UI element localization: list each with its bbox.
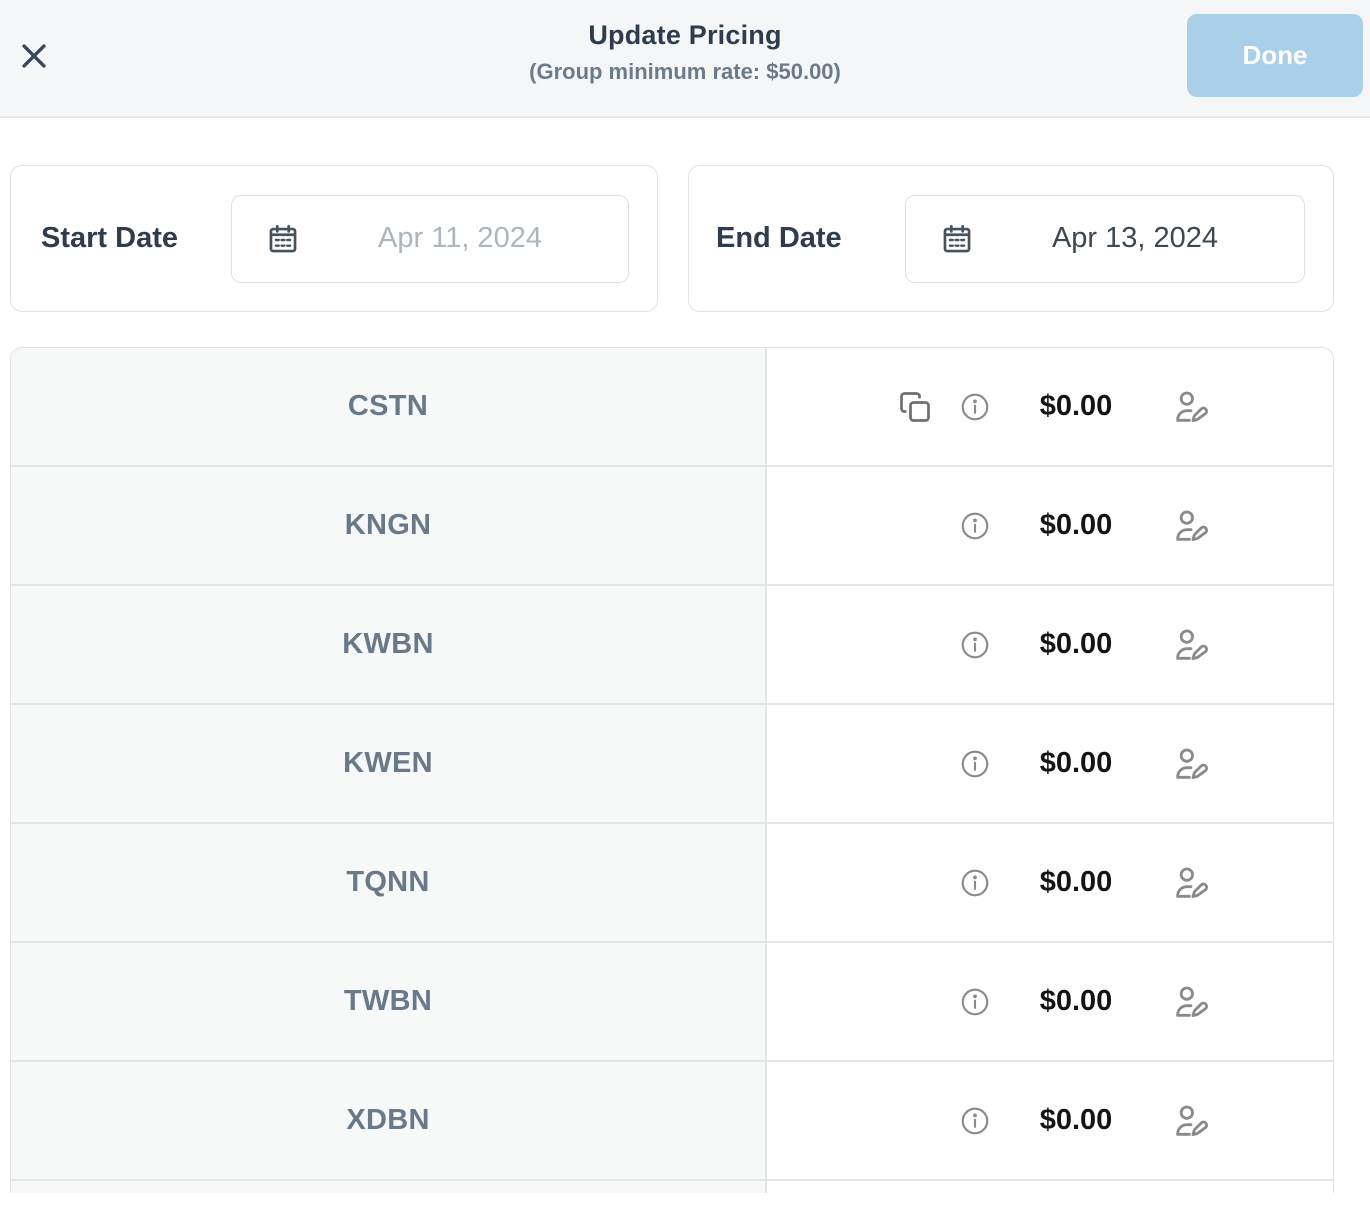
info-icon[interactable] [959,391,991,423]
person-edit-icon[interactable] [1171,744,1211,784]
price-value[interactable]: $0.00 [1039,866,1113,898]
row-actions: $0.00 [767,943,1333,1060]
calendar-icon [940,222,974,256]
start-date-input[interactable]: Apr 11, 2024 [231,194,629,283]
end-date-card: End Date Apr 13, 2024 [688,165,1334,312]
person-edit-icon[interactable] [1171,863,1211,903]
row-actions: $0.00 [767,1062,1333,1179]
copy-slot-empty [897,1103,933,1139]
price-value[interactable]: $0.00 [1039,390,1113,422]
room-code: XDBN [11,1062,767,1179]
person-edit-icon[interactable] [1171,625,1211,665]
room-code: TWBN [11,943,767,1060]
start-date-card: Start Date Apr 11, 2024 [10,165,658,312]
price-value[interactable]: $0.00 [1039,747,1113,779]
info-icon[interactable] [959,510,991,542]
table-row: KWEN $0.00 [11,705,1333,824]
person-edit-icon[interactable] [1171,506,1211,546]
copy-slot-empty [897,508,933,544]
table-row-partial [11,1181,1333,1193]
person-edit-icon[interactable] [1171,982,1211,1022]
person-edit-icon[interactable] [1171,387,1211,427]
close-icon [17,39,51,73]
row-actions: $0.00 [767,586,1333,703]
table-row: TQNN $0.00 [11,824,1333,943]
price-value[interactable]: $0.00 [1039,628,1113,660]
modal-header: Update Pricing (Group minimum rate: $50.… [0,0,1370,118]
row-actions: $0.00 [767,467,1333,584]
info-icon[interactable] [959,1105,991,1137]
start-date-label: Start Date [41,222,178,254]
copy-icon[interactable] [897,389,933,425]
room-code: CSTN [11,348,767,465]
page-title: Update Pricing [588,20,782,50]
start-date-value: Apr 11, 2024 [378,222,542,254]
copy-slot-empty [897,865,933,901]
row-actions: $0.00 [767,348,1333,465]
end-date-value: Apr 13, 2024 [1051,222,1219,254]
room-code: KWEN [11,705,767,822]
end-date-input[interactable]: Apr 13, 2024 [905,194,1305,283]
room-code: KNGN [11,467,767,584]
info-icon[interactable] [959,748,991,780]
table-row: KNGN $0.00 [11,467,1333,586]
calendar-icon [266,222,300,256]
person-edit-icon[interactable] [1171,1101,1211,1141]
price-value[interactable]: $0.00 [1039,509,1113,541]
copy-slot-empty [897,746,933,782]
table-row: CSTN $0.00 [11,348,1333,467]
info-icon[interactable] [959,986,991,1018]
room-code: KWBN [11,586,767,703]
end-date-label: End Date [716,222,842,254]
room-code: TQNN [11,824,767,941]
date-range-section: Start Date Apr 11, 2024 End Date [10,165,1334,312]
table-row: KWBN $0.00 [11,586,1333,705]
copy-slot-empty [897,627,933,663]
price-value[interactable]: $0.00 [1039,985,1113,1017]
table-row: TWBN $0.00 [11,943,1333,1062]
table-row: XDBN $0.00 [11,1062,1333,1181]
price-value[interactable]: $0.00 [1039,1104,1113,1136]
room-pricing-table: CSTN $0.00 [10,347,1334,1193]
info-icon[interactable] [959,629,991,661]
row-actions: $0.00 [767,824,1333,941]
row-actions: $0.00 [767,705,1333,822]
copy-slot-empty [897,984,933,1020]
done-button[interactable]: Done [1187,14,1363,97]
info-icon[interactable] [959,867,991,899]
row-actions [767,1181,1333,1193]
room-code [11,1181,767,1193]
close-button[interactable] [14,36,54,76]
group-minimum-rate-subtitle: (Group minimum rate: $50.00) [529,59,841,84]
